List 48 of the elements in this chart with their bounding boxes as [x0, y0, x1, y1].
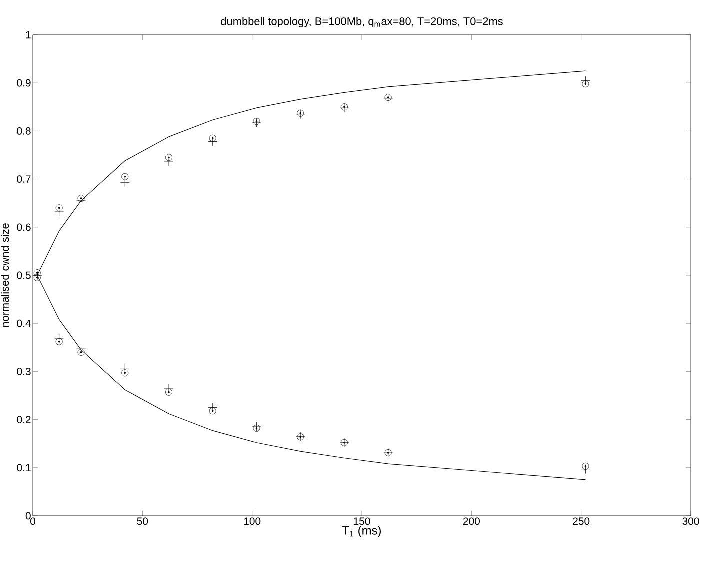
- point: [209, 134, 216, 142]
- y-tick-label: 0.4: [17, 320, 31, 328]
- point: [76, 196, 86, 206]
- x-tick-label: 250: [573, 518, 590, 526]
- point: [56, 204, 63, 212]
- point: [122, 173, 129, 180]
- chart-title: dumbbell topology, B=100Mb, q$_{m}$ax=80, T=20ms, T0=2ms: [221, 17, 503, 28]
- point: [252, 118, 262, 128]
- point: [54, 207, 64, 217]
- point: [166, 154, 172, 162]
- y-tick-label: 0.8: [17, 127, 31, 135]
- point: [164, 384, 174, 394]
- point: [34, 274, 41, 282]
- y-tick-label: 0.6: [17, 224, 31, 232]
- point: [296, 110, 306, 120]
- x-tick-label: 50: [137, 518, 148, 526]
- y-tick-label: 0.3: [17, 368, 31, 376]
- y-tick-label: 0.5: [17, 272, 31, 280]
- point: [54, 334, 64, 344]
- point: [252, 422, 262, 432]
- point: [122, 370, 129, 377]
- point: [208, 403, 218, 412]
- point: [209, 408, 216, 415]
- y-tick-label: 0: [26, 512, 31, 520]
- point: [166, 388, 172, 396]
- x-tick-label: 0: [30, 518, 36, 526]
- y-tick-label: 0.1: [17, 464, 31, 472]
- x-tick-label: 150: [354, 518, 370, 526]
- point: [56, 338, 63, 346]
- y-axis-title: normalised cwnd size: [1, 224, 10, 328]
- point: [581, 76, 590, 86]
- point: [120, 364, 130, 373]
- x-axis-title: T$_{1}$ (ms): [342, 526, 381, 538]
- point: [76, 344, 86, 354]
- y-tick-label: 0.7: [17, 176, 31, 183]
- x-tick-label: 200: [463, 518, 480, 526]
- point: [120, 178, 130, 188]
- point: [581, 464, 590, 474]
- y-tick-label: 0.9: [17, 79, 31, 87]
- point: [34, 270, 41, 277]
- x-tick-label: 100: [244, 518, 261, 526]
- point: [384, 94, 394, 104]
- point: [384, 94, 392, 101]
- point: [208, 137, 218, 146]
- y-tick-label: 0.2: [17, 416, 31, 424]
- y-tick-label: 1: [26, 31, 31, 39]
- point: [297, 110, 304, 117]
- x-tick-label: 300: [682, 518, 700, 526]
